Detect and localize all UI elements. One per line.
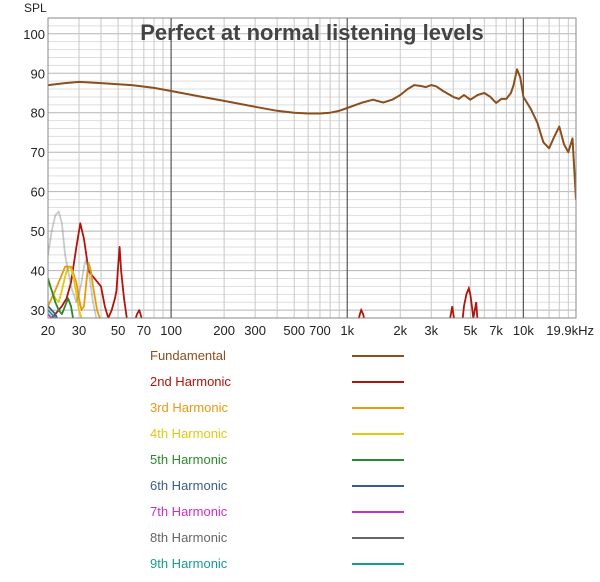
x-tick-label: 700 [309,323,331,338]
y-tick-label: 50 [31,224,45,239]
x-tick-label: 19.9kHz [546,323,594,338]
series-line-2nd-harmonic-peak [461,285,479,318]
x-tick-label: 500 [283,323,305,338]
y-tick-label: 90 [31,66,45,81]
x-tick-label: 50 [111,323,125,338]
series-line-6th-harmonic [48,305,58,318]
legend-label: 4th Harmonic [150,426,228,441]
x-tick-label: 2k [393,323,407,338]
legend-label: 2nd Harmonic [150,374,231,389]
legend-label: 7th Harmonic [150,504,228,519]
grid [47,17,576,318]
y-tick-label: 40 [31,264,45,279]
x-tick-label: 10k [513,323,534,338]
series-line-3rd-harmonic [48,261,101,318]
x-tick-label: 100 [160,323,182,338]
x-tick-label: 70 [137,323,151,338]
x-tick-label: 5k [463,323,477,338]
x-tick-label: 200 [213,323,235,338]
legend-label: 8th Harmonic [150,530,228,545]
x-tick-label: 1k [340,323,354,338]
legend-label: 9th Harmonic [150,556,228,571]
series-line-9th-harmonic [48,309,58,318]
y-tick-label: 60 [31,185,45,200]
x-tick-label: 300 [244,323,266,338]
y-tick-label: 80 [31,106,45,121]
chart-title: Perfect at normal listening levels [140,20,484,45]
y-axis-ticks: 30 40 50 60 70 80 90 100 [23,27,45,318]
plot-border [47,17,577,319]
series-line-7th-harmonic [48,313,53,318]
series-line-8th-harmonic [48,210,98,318]
legend-label: 5th Harmonic [150,452,228,467]
series-layer [48,68,576,318]
x-axis-ticks: 20 30 50 70 100 200 300 500 700 1k 2k 3k 5k 7k 10k 19.9… [41,323,594,338]
y-tick-label: 30 [31,303,45,318]
x-tick-label: 20 [41,323,55,338]
series-line-4th-harmonic [48,265,83,318]
legend-label: 6th Harmonic [150,478,228,493]
y-axis-label: SPL [24,1,47,15]
series-line-fundamental [48,68,576,200]
series-line-2nd-harmonic-peak [449,306,455,318]
series-line-2nd-harmonic-peak [357,307,365,318]
y-tick-label: 100 [23,27,45,42]
legend-label: 3rd Harmonic [150,400,229,415]
y-tick-label: 70 [31,145,45,160]
x-tick-label: 7k [489,323,503,338]
legend-label: Fundamental [150,348,226,363]
x-tick-label: 30 [72,323,86,338]
legend: Fundamental 2nd Harmonic 3rd Harmonic 4th H… [150,348,404,571]
x-tick-label: 3k [424,323,438,338]
series-line-5th-harmonic [48,278,74,318]
